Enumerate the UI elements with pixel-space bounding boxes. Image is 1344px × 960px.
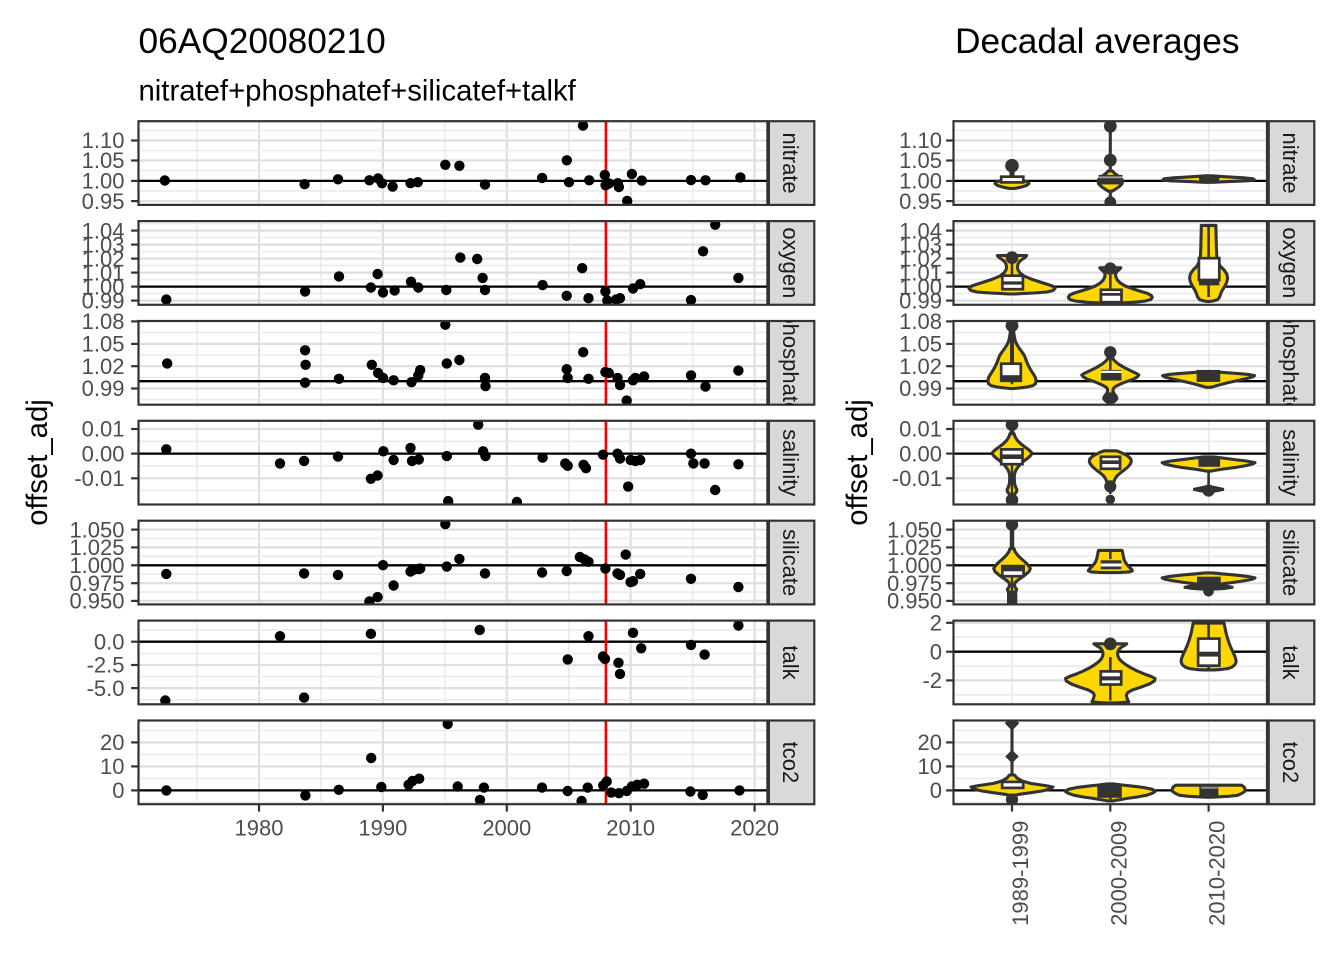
svg-text:0.95: 0.95 [82, 189, 125, 214]
svg-text:1.02: 1.02 [899, 246, 942, 271]
svg-text:oxygen: oxygen [1278, 227, 1303, 298]
svg-text:1.05: 1.05 [82, 332, 125, 357]
svg-text:1.025: 1.025 [887, 535, 942, 560]
svg-text:06AQ20080210: 06AQ20080210 [139, 22, 386, 61]
svg-text:1.000: 1.000 [887, 553, 942, 578]
svg-text:silicate: silicate [1278, 529, 1303, 596]
svg-text:0.99: 0.99 [82, 376, 125, 401]
svg-text:nitratef+phosphatef+silicatef+: nitratef+phosphatef+silicatef+talkf [139, 74, 577, 107]
svg-text:1.05: 1.05 [899, 148, 942, 173]
svg-text:1.00: 1.00 [899, 274, 942, 299]
svg-text:tco2: tco2 [778, 742, 803, 784]
svg-text:0.950: 0.950 [887, 589, 942, 614]
svg-text:1.10: 1.10 [899, 128, 942, 153]
svg-text:1990: 1990 [358, 815, 407, 840]
svg-text:0.00: 0.00 [82, 441, 125, 466]
svg-text:0.95: 0.95 [899, 189, 942, 214]
svg-text:1.03: 1.03 [82, 232, 125, 257]
svg-text:1.05: 1.05 [899, 332, 942, 357]
svg-text:1.02: 1.02 [899, 354, 942, 379]
svg-text:1.08: 1.08 [82, 309, 125, 334]
svg-text:1.00: 1.00 [82, 169, 125, 194]
svg-text:1.02: 1.02 [82, 246, 125, 271]
svg-text:0.0: 0.0 [94, 629, 125, 654]
svg-text:1.10: 1.10 [82, 128, 125, 153]
svg-text:1.01: 1.01 [82, 260, 125, 285]
svg-text:2020: 2020 [730, 815, 779, 840]
svg-text:2000: 2000 [482, 815, 531, 840]
svg-text:tco2: tco2 [1278, 742, 1303, 784]
svg-text:1.05: 1.05 [82, 148, 125, 173]
svg-text:talk: talk [1278, 645, 1303, 680]
svg-text:1.00: 1.00 [82, 274, 125, 299]
svg-text:0.975: 0.975 [69, 571, 124, 596]
svg-text:1.01: 1.01 [899, 260, 942, 285]
svg-text:2000-2009: 2000-2009 [1106, 821, 1131, 926]
svg-text:silicate: silicate [778, 529, 803, 596]
svg-text:1.04: 1.04 [899, 218, 942, 243]
svg-text:1.03: 1.03 [899, 232, 942, 257]
svg-text:1989-1999: 1989-1999 [1008, 821, 1033, 926]
svg-text:20: 20 [918, 730, 942, 755]
svg-text:1980: 1980 [235, 815, 284, 840]
svg-text:0: 0 [112, 778, 124, 803]
svg-text:1.050: 1.050 [69, 517, 124, 542]
svg-text:2010-2020: 2010-2020 [1205, 821, 1230, 926]
svg-text:1.08: 1.08 [899, 309, 942, 334]
svg-text:-0.01: -0.01 [892, 466, 942, 491]
svg-text:-2.5: -2.5 [87, 653, 125, 678]
svg-text:0.01: 0.01 [82, 417, 125, 442]
svg-text:0.99: 0.99 [82, 288, 125, 313]
svg-text:0.99: 0.99 [899, 288, 942, 313]
svg-text:phosphate: phosphate [1278, 311, 1303, 414]
svg-text:salinity: salinity [1278, 429, 1303, 496]
svg-text:1.050: 1.050 [887, 517, 942, 542]
svg-text:0.99: 0.99 [899, 376, 942, 401]
svg-text:Decadal averages: Decadal averages [955, 22, 1240, 61]
svg-text:10: 10 [100, 754, 124, 779]
svg-text:-5.0: -5.0 [87, 676, 125, 701]
svg-text:2: 2 [930, 611, 942, 636]
svg-text:1.025: 1.025 [69, 535, 124, 560]
svg-text:0.00: 0.00 [899, 441, 942, 466]
svg-text:-2: -2 [922, 668, 942, 693]
svg-text:1.00: 1.00 [899, 169, 942, 194]
svg-text:0.975: 0.975 [887, 571, 942, 596]
svg-text:1.04: 1.04 [82, 218, 125, 243]
svg-text:0.950: 0.950 [69, 589, 124, 614]
svg-text:1.02: 1.02 [82, 354, 125, 379]
svg-text:nitrate: nitrate [1278, 133, 1303, 194]
svg-text:0: 0 [930, 778, 942, 803]
svg-text:20: 20 [100, 730, 124, 755]
svg-text:10: 10 [918, 754, 942, 779]
svg-text:-0.01: -0.01 [74, 466, 124, 491]
svg-text:salinity: salinity [778, 429, 803, 496]
svg-text:nitrate: nitrate [778, 133, 803, 194]
svg-text:0.01: 0.01 [899, 417, 942, 442]
svg-text:talk: talk [778, 645, 803, 680]
svg-text:0: 0 [930, 639, 942, 664]
svg-text:phosphate: phosphate [778, 311, 803, 414]
svg-text:oxygen: oxygen [778, 227, 803, 298]
svg-text:2010: 2010 [606, 815, 655, 840]
svg-text:offset_adj: offset_adj [21, 399, 54, 526]
svg-text:1.000: 1.000 [69, 553, 124, 578]
svg-text:offset_adj: offset_adj [841, 399, 874, 526]
